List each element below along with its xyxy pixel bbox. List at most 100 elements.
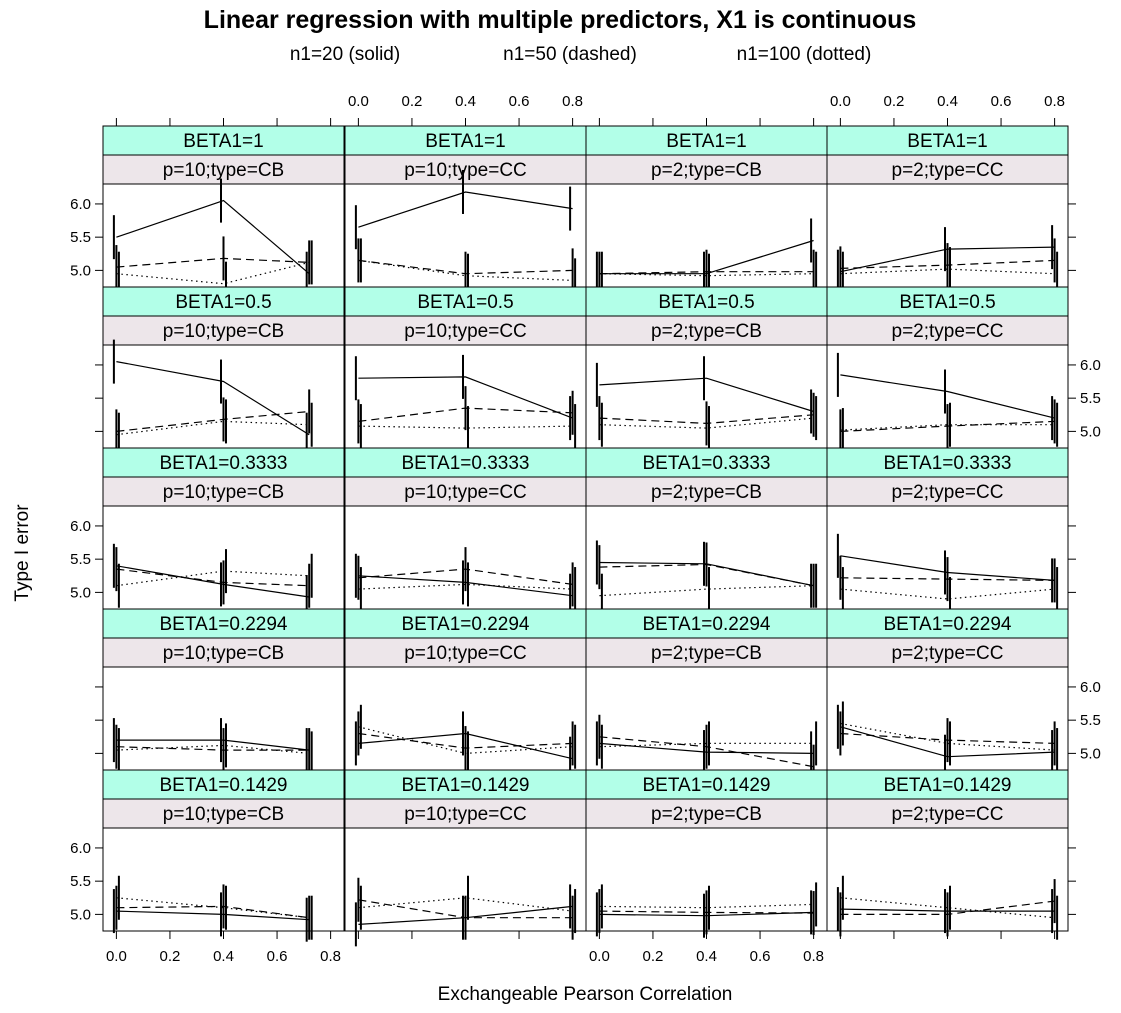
strip-beta-label: BETA1=0.5 bbox=[899, 292, 995, 313]
series-line bbox=[840, 722, 1055, 751]
series-line bbox=[358, 897, 573, 912]
strip-beta bbox=[344, 769, 587, 800]
panel: BETA1=1 p=10;type=CC bbox=[344, 125, 587, 303]
x-tick-label-bottom: 0.8 bbox=[803, 948, 824, 965]
series-line bbox=[116, 744, 310, 754]
strip-beta-label: BETA1=0.5 bbox=[417, 292, 513, 313]
strip-condition bbox=[826, 637, 1069, 668]
series-line bbox=[358, 425, 573, 429]
y-tick-label-left: 6.0 bbox=[70, 196, 91, 213]
series-line bbox=[599, 742, 814, 748]
series-line bbox=[840, 424, 1055, 431]
series-line bbox=[116, 897, 310, 919]
y-tick-label-left: 5.5 bbox=[70, 873, 91, 890]
strip-condition-label: p=10;type=CC bbox=[404, 321, 527, 342]
x-tick-label-top: 0.2 bbox=[884, 93, 905, 110]
series-line bbox=[358, 191, 573, 228]
strip-beta-label: BETA1=1 bbox=[183, 131, 263, 152]
strip-beta-label: BETA1=0.3333 bbox=[160, 453, 288, 474]
series-line bbox=[116, 261, 310, 285]
chart-title: Linear regression with multiple predicto… bbox=[204, 6, 917, 34]
series-line bbox=[116, 410, 310, 432]
strip-beta-label: BETA1=0.2294 bbox=[643, 614, 771, 635]
x-tick-label-top: 0.4 bbox=[937, 93, 958, 110]
y-tick-label-right: 6.0 bbox=[1080, 679, 1101, 696]
strip-condition-label: p=10;type=CB bbox=[163, 160, 284, 181]
x-tick-label-top: 0.2 bbox=[402, 93, 423, 110]
strip-condition-label: p=10;type=CB bbox=[163, 321, 284, 342]
strip-condition bbox=[585, 476, 828, 507]
strip-beta bbox=[585, 608, 828, 639]
strip-beta-label: BETA1=0.5 bbox=[175, 292, 271, 313]
strip-condition-label: p=10;type=CC bbox=[404, 482, 527, 503]
series-line bbox=[116, 361, 310, 436]
series-line bbox=[599, 417, 814, 429]
series-line bbox=[840, 897, 1055, 919]
series-line bbox=[116, 910, 310, 921]
series-line bbox=[840, 268, 1055, 275]
strip-beta-label: BETA1=0.2294 bbox=[884, 614, 1012, 635]
panel: BETA1=0.1429 p=10;type=CC bbox=[344, 769, 587, 947]
strip-condition bbox=[102, 476, 345, 507]
strip-beta bbox=[102, 125, 345, 156]
strip-beta bbox=[102, 447, 345, 478]
subtitle-dotted: n1=100 (dotted) bbox=[737, 44, 872, 65]
strip-condition-label: p=2;type=CB bbox=[651, 160, 762, 181]
x-tick-label-top: 0.6 bbox=[991, 93, 1012, 110]
strip-condition bbox=[826, 476, 1069, 507]
strip-condition-label: p=2;type=CB bbox=[651, 643, 762, 664]
y-tick-label-right: 5.5 bbox=[1080, 712, 1101, 729]
series-line bbox=[599, 273, 814, 277]
series-line bbox=[358, 583, 573, 590]
strip-beta-label: BETA1=0.1429 bbox=[884, 775, 1012, 796]
series-line bbox=[116, 257, 310, 268]
x-axis-label: Exchangeable Pearson Correlation bbox=[438, 984, 733, 1005]
strip-beta-label: BETA1=0.3333 bbox=[402, 453, 530, 474]
panel: BETA1=0.3333 p=2;type=CC bbox=[826, 447, 1069, 622]
strip-beta bbox=[826, 447, 1069, 478]
strip-beta-label: BETA1=0.1429 bbox=[402, 775, 530, 796]
strip-beta bbox=[102, 608, 345, 639]
subtitle-solid: n1=20 (solid) bbox=[290, 44, 400, 65]
y-tick-label-left: 6.0 bbox=[70, 518, 91, 535]
strip-condition bbox=[344, 315, 587, 346]
panel: BETA1=1 p=2;type=CC bbox=[826, 125, 1069, 296]
subtitle-dashed: n1=50 (dashed) bbox=[503, 44, 637, 65]
y-axis-label: Type I error bbox=[12, 504, 33, 602]
series-line bbox=[599, 903, 814, 909]
x-tick-label-top: 0.8 bbox=[562, 93, 583, 110]
strip-condition bbox=[102, 315, 345, 346]
strip-condition bbox=[102, 154, 345, 185]
panel: BETA1=0.1429 p=2;type=CB bbox=[585, 769, 828, 938]
panel: BETA1=0.2294 p=2;type=CB bbox=[585, 608, 828, 789]
strip-condition bbox=[102, 637, 345, 668]
strip-condition bbox=[102, 798, 345, 829]
panel: BETA1=0.5 p=2;type=CC bbox=[826, 286, 1069, 454]
x-tick-label-bottom: 0.0 bbox=[106, 948, 127, 965]
strip-beta bbox=[585, 447, 828, 478]
strip-beta-label: BETA1=1 bbox=[907, 131, 987, 152]
strip-beta-label: BETA1=0.3333 bbox=[884, 453, 1012, 474]
y-tick-label-right: 5.5 bbox=[1080, 390, 1101, 407]
y-tick-label-left: 5.0 bbox=[70, 584, 91, 601]
panel: BETA1=0.1429 p=10;type=CB bbox=[102, 769, 345, 942]
strip-beta bbox=[102, 769, 345, 800]
y-tick-label-left: 5.0 bbox=[70, 906, 91, 923]
panel: BETA1=1 p=10;type=CB bbox=[102, 125, 345, 306]
x-tick-label-bottom: 0.2 bbox=[643, 948, 664, 965]
strip-condition bbox=[585, 154, 828, 185]
x-tick-label-top: 0.0 bbox=[830, 93, 851, 110]
strip-condition-label: p=2;type=CB bbox=[651, 321, 762, 342]
series-line bbox=[116, 420, 310, 436]
series-line bbox=[840, 588, 1055, 600]
x-tick-label-bottom: 0.4 bbox=[213, 948, 234, 965]
series-line bbox=[840, 374, 1055, 419]
strip-condition bbox=[585, 637, 828, 668]
strip-condition bbox=[344, 798, 587, 829]
y-tick-label-right: 5.0 bbox=[1080, 423, 1101, 440]
strip-condition bbox=[826, 798, 1069, 829]
strip-condition-label: p=2;type=CB bbox=[651, 804, 762, 825]
series-line bbox=[116, 570, 310, 587]
series-line bbox=[599, 585, 814, 597]
